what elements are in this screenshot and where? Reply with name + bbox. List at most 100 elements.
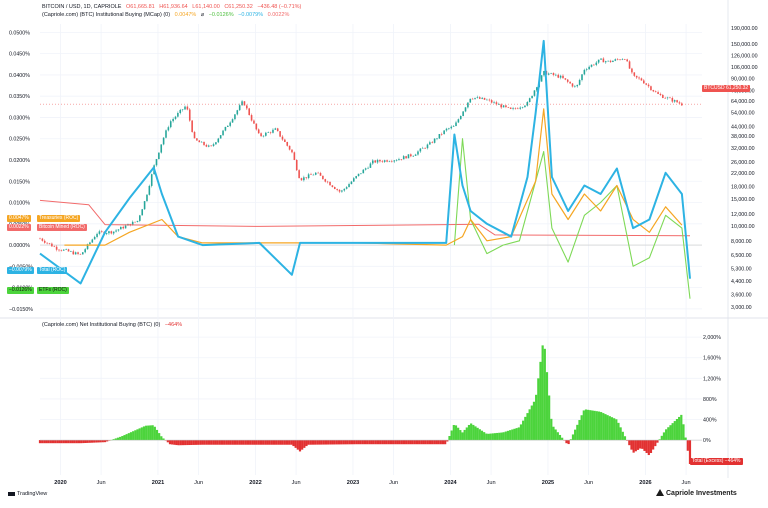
price-candle-body bbox=[350, 181, 353, 185]
price-candle-body bbox=[143, 201, 146, 210]
price-candle-body bbox=[281, 136, 284, 140]
net-histogram-bar bbox=[214, 440, 217, 445]
price-candle-body bbox=[333, 187, 336, 190]
price-candle-body bbox=[424, 147, 426, 149]
pane2-indicator-label[interactable]: (Capriole.com) Net Institutional Buying … bbox=[42, 322, 161, 328]
net-histogram-bar bbox=[441, 440, 445, 445]
price-axis-tick-21: 3,600.00 bbox=[731, 293, 752, 299]
net-histogram-bar bbox=[203, 440, 206, 445]
legend-separator: ⌀ bbox=[200, 12, 205, 18]
x-axis-tick-1: Jun bbox=[97, 480, 106, 486]
net-histogram-bar bbox=[483, 432, 486, 441]
price-candle-body bbox=[412, 155, 415, 157]
net-histogram-bar bbox=[227, 440, 230, 445]
change-value: −436.48 (−0.71%) bbox=[257, 4, 302, 10]
net-histogram-bar bbox=[678, 416, 681, 441]
net-histogram-bar bbox=[307, 440, 310, 445]
mined-name-tag: Bitcoin Mined (ROC) bbox=[37, 224, 87, 231]
net-histogram-bar bbox=[359, 440, 362, 445]
price-candle-body bbox=[110, 231, 113, 234]
net-histogram-bar bbox=[511, 429, 514, 441]
net-histogram-bar bbox=[589, 410, 592, 441]
net-histogram-bar bbox=[645, 440, 648, 453]
tradingview-logo[interactable]: TradingView bbox=[8, 491, 47, 497]
price-candle-body bbox=[55, 246, 58, 250]
net-histogram-bar bbox=[686, 440, 689, 451]
net-histogram-bar bbox=[255, 440, 258, 445]
net-histogram-bar bbox=[409, 440, 412, 445]
price-candle-body bbox=[481, 97, 483, 99]
net-histogram-bar bbox=[502, 432, 505, 441]
excess-value-tag: Total (Excess) −464% bbox=[690, 458, 743, 465]
net-histogram-bar bbox=[366, 440, 369, 445]
net-histogram-bar bbox=[303, 440, 306, 448]
net-histogram-bar bbox=[58, 440, 61, 444]
roc-axis-tick-2: 0.0400% bbox=[9, 73, 30, 79]
net-histogram-bar bbox=[433, 440, 436, 445]
net-histogram-bar bbox=[216, 440, 219, 445]
net-histogram-bar bbox=[73, 440, 76, 444]
price-candle-body bbox=[86, 244, 89, 250]
net-histogram-bar bbox=[97, 440, 100, 443]
price-candle-body bbox=[407, 154, 410, 159]
net-histogram-bar bbox=[355, 440, 358, 445]
net-histogram-bar bbox=[277, 440, 280, 445]
net-histogram-bar bbox=[539, 361, 542, 441]
net-histogram-bar bbox=[641, 440, 644, 449]
price-candle-body bbox=[186, 106, 189, 110]
net-histogram-bar bbox=[314, 440, 317, 445]
price-candle-body bbox=[272, 129, 274, 133]
price-candle-body bbox=[348, 184, 350, 188]
net-histogram-bar bbox=[519, 424, 523, 441]
net-histogram-bar bbox=[621, 431, 624, 441]
price-candle-body bbox=[662, 94, 664, 98]
net-histogram-bar bbox=[487, 433, 490, 441]
roc-axis-tick-10: 0.0000% bbox=[9, 243, 30, 249]
price-candle-body bbox=[450, 126, 453, 129]
pane2-value: −464% bbox=[164, 322, 183, 328]
net-histogram-bar bbox=[535, 394, 538, 441]
price-candle-body bbox=[571, 83, 574, 87]
net-histogram-bar bbox=[374, 440, 377, 445]
x-axis-tick-8: 2024 bbox=[444, 480, 457, 486]
price-candle-body bbox=[502, 105, 505, 108]
price-axis-tick-1: 150,000.00 bbox=[731, 42, 758, 48]
net-histogram-bar bbox=[140, 427, 143, 441]
net-histogram-bar bbox=[201, 440, 204, 445]
net-histogram-bar bbox=[658, 439, 661, 441]
net-histogram-bar bbox=[582, 410, 585, 441]
net-histogram-bar bbox=[244, 440, 247, 445]
price-candle-body bbox=[429, 142, 431, 145]
price-candle-body bbox=[345, 187, 348, 189]
net-histogram-bar bbox=[522, 420, 525, 441]
price-candle-body bbox=[633, 72, 636, 76]
net-histogram-bar bbox=[171, 440, 174, 445]
net-histogram-bar bbox=[454, 425, 458, 441]
net-histogram-bar bbox=[67, 440, 70, 444]
price-axis-tick-4: 90,000.00 bbox=[731, 76, 755, 82]
price-candle-body bbox=[219, 135, 222, 139]
excess-tag-value: −464% bbox=[724, 458, 741, 464]
x-axis-tick-9: Jun bbox=[487, 480, 496, 486]
net-histogram-bar bbox=[119, 436, 122, 441]
price-candle-body bbox=[410, 154, 412, 157]
indicator-label[interactable]: (Capriole.com) (BTC) Institutional Buyin… bbox=[42, 12, 171, 18]
price-axis-tick-18: 6,500.00 bbox=[731, 253, 752, 259]
price-candle-body bbox=[46, 242, 48, 244]
net-histogram-bar bbox=[80, 440, 83, 444]
price-candle-body bbox=[543, 71, 545, 76]
price-candle-body bbox=[623, 59, 626, 60]
net-histogram-bar bbox=[682, 424, 685, 441]
net-histogram-bar bbox=[132, 431, 135, 441]
symbol-label[interactable]: BITCOIN / USD, 1D, CAPRIOLE bbox=[42, 4, 122, 10]
x-axis-tick-12: 2026 bbox=[639, 480, 651, 486]
net-histogram-bar bbox=[363, 440, 367, 445]
net-histogram-bar bbox=[639, 440, 642, 449]
net-histogram-bar bbox=[177, 440, 180, 446]
net-histogram-bar bbox=[75, 440, 78, 444]
price-candle-body bbox=[583, 69, 586, 75]
price-candle-body bbox=[681, 103, 683, 106]
net-histogram-bar bbox=[556, 432, 559, 441]
price-candle-body bbox=[229, 122, 231, 126]
price-candle-body bbox=[664, 97, 667, 99]
